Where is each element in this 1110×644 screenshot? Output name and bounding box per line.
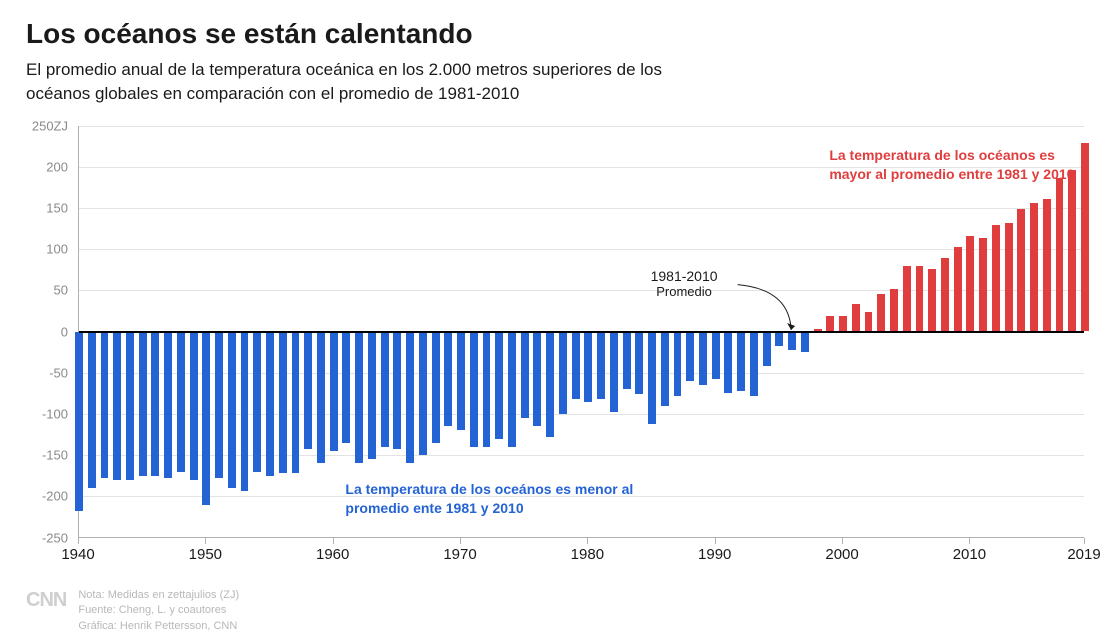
x-tick-label: 1960 [316, 546, 349, 563]
x-tick-label: 2000 [825, 546, 858, 563]
y-tick-label: -100 [42, 406, 68, 421]
annotation-above: La temperatura de los océanos es mayor a… [829, 146, 1084, 184]
y-axis: 250ZJ200150100500-50-100-150-200-250 [26, 126, 74, 566]
y-tick-label: 150 [46, 200, 68, 215]
source-logo: CNN [26, 588, 66, 610]
chart-container: Los océanos se están calentando El prome… [0, 0, 1110, 644]
chart-area: 250ZJ200150100500-50-100-150-200-250 194… [26, 126, 1084, 566]
x-tick-label: 1980 [571, 546, 604, 563]
y-tick-label: -50 [49, 365, 68, 380]
x-tick-label: 2010 [953, 546, 986, 563]
x-tick-label: 1970 [443, 546, 476, 563]
y-tick-label: 200 [46, 159, 68, 174]
y-tick-label: 100 [46, 242, 68, 257]
y-tick-label: 0 [61, 324, 68, 339]
chart-footer: CNN Nota: Medidas en zettajulios (ZJ) Fu… [26, 588, 1084, 634]
footer-note: Nota: Medidas en zettajulios (ZJ) [78, 588, 239, 603]
x-tick-label: 1990 [698, 546, 731, 563]
y-tick-label: -200 [42, 489, 68, 504]
y-tick-label: 50 [54, 283, 68, 298]
annotation-below: La temperatura de los oceános es menor a… [345, 480, 645, 518]
x-tick-label: 1940 [61, 546, 94, 563]
x-tick-label: 2019 [1067, 546, 1100, 563]
x-tick-label: 1950 [189, 546, 222, 563]
footer-graphic: Gráfica: Henrik Pettersson, CNN [78, 619, 239, 634]
y-tick-label: -250 [42, 530, 68, 545]
baseline-annotation: 1981-2010Promedio [651, 268, 718, 299]
chart-subtitle: El promedio anual de la temperatura oceá… [26, 58, 726, 106]
chart-title: Los océanos se están calentando [26, 18, 1084, 50]
y-tick-label: -150 [42, 448, 68, 463]
y-tick-label: 250ZJ [32, 118, 68, 133]
footer-source: Fuente: Cheng, L. y coautores [78, 603, 239, 618]
